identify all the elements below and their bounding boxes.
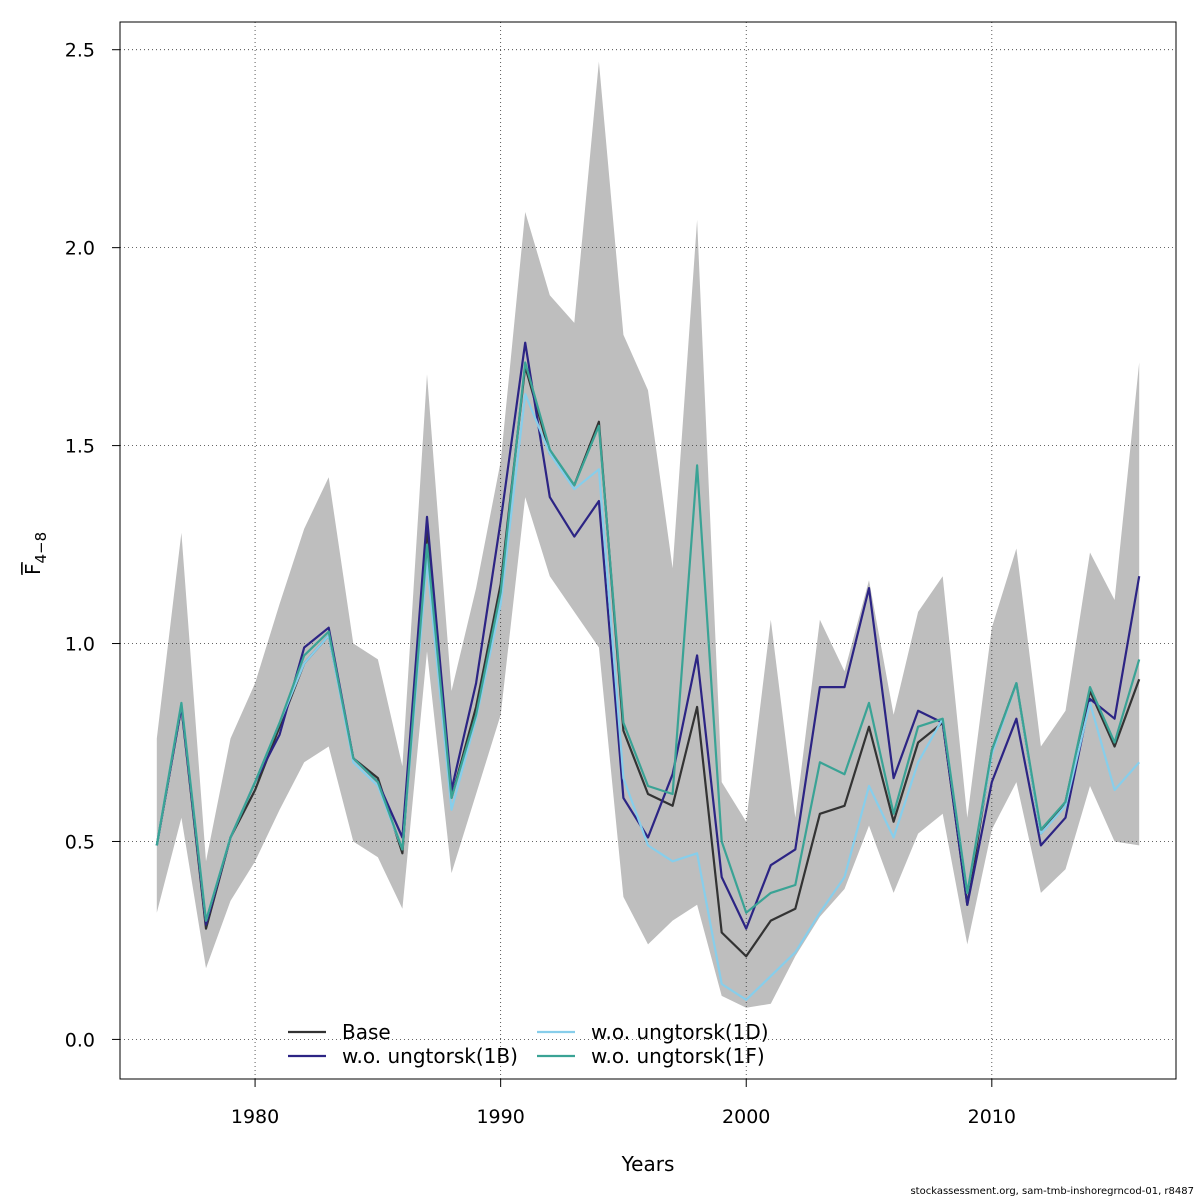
y-tick-label-2: 1.0 <box>65 634 95 656</box>
footer-credit: stockassessment.org, sam-tmb-inshoregrnc… <box>910 1186 1194 1197</box>
legend-item-2: w.o. ungtorsk(1D) <box>537 1020 769 1044</box>
y-tick-label-1: 0.5 <box>65 831 95 853</box>
series-layer <box>155 341 1141 1001</box>
legend-label-0: Base <box>342 1020 391 1044</box>
axis-layer: 1980 1990 2000 2010 0.0 0.5 1.0 1.5 2.0 2.5 <box>21 40 1016 1128</box>
y-tick-label-4: 2.0 <box>65 238 95 260</box>
plot-frame <box>119 21 1177 1080</box>
legend-label-2: w.o. ungtorsk(1D) <box>591 1020 769 1044</box>
x-tick-label-3: 2010 <box>968 1106 1016 1128</box>
series-line-3 <box>155 361 1141 922</box>
x-axis-title: Years <box>621 1152 675 1176</box>
x-tick-label-1: 1990 <box>476 1106 524 1128</box>
x-tick-label-2: 2000 <box>722 1106 770 1128</box>
y-axis-title: F̅4−8 <box>20 532 50 575</box>
y-axis-title-subscript: 4−8 <box>32 532 50 564</box>
legend-label-3: w.o. ungtorsk(1F) <box>591 1044 765 1068</box>
series-line-1 <box>155 341 1141 930</box>
legend-item-3: w.o. ungtorsk(1F) <box>537 1044 765 1068</box>
x-tick-label-0: 1980 <box>231 1106 279 1128</box>
legend-item-0: Base <box>288 1020 391 1044</box>
grid-layer <box>120 22 1176 1079</box>
y-tick-label-5: 2.5 <box>65 40 95 62</box>
legend-item-1: w.o. ungtorsk(1B) <box>288 1044 518 1068</box>
y-tick-label-0: 0.0 <box>65 1029 95 1051</box>
y-tick-label-3: 1.5 <box>65 436 95 458</box>
legend-label-1: w.o. ungtorsk(1B) <box>342 1044 518 1068</box>
y-axis-title-main: F̅ <box>20 562 45 575</box>
